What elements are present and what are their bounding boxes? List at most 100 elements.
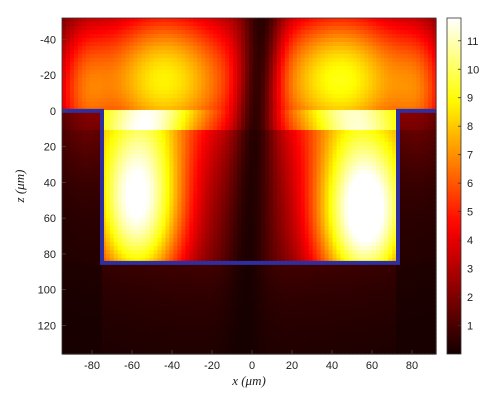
heatmap-cell [320,194,326,199]
heatmap-cell [428,222,433,227]
heatmap-cell [109,150,115,155]
heatmap-cell [157,106,163,111]
heatmap-cell [213,226,218,231]
heatmap-cell [360,18,365,23]
heatmap-cell [81,214,87,219]
heatmap-cell [332,34,338,39]
heatmap-cell [256,198,262,203]
heatmap-cell [197,102,202,107]
heatmap-cell [272,206,278,211]
heatmap-cell [149,218,155,223]
heatmap-cell [280,110,286,115]
heatmap-cell [292,62,298,67]
heatmap-cell [288,170,294,175]
heatmap-cell [89,138,95,143]
heatmap-cell [145,126,151,131]
heatmap-cell [213,66,218,71]
heatmap-cell [153,146,159,151]
heatmap-cell [368,66,373,71]
heatmap-cell [268,90,274,95]
heatmap-cell [396,98,401,103]
heatmap-cell [408,78,413,83]
heatmap-cell [237,26,242,31]
heatmap-cell [316,78,322,83]
heatmap-cell [62,50,67,55]
heatmap-cell [332,130,338,135]
heatmap-cell [308,50,314,55]
heatmap-cell [364,118,369,123]
heatmap-cell [85,122,91,127]
heatmap-cell [296,134,302,139]
heatmap-cell [121,194,127,199]
heatmap-cell [264,202,270,207]
heatmap-cell [205,34,210,39]
heatmap-cell [320,86,326,91]
heatmap-cell [312,182,318,187]
heatmap-cell [280,18,286,23]
heatmap-cell [292,222,298,227]
heatmap-cell [137,26,143,31]
heatmap-cell [117,90,123,95]
heatmap-cell [69,138,75,143]
heatmap-cell [344,118,350,123]
heatmap-cell [93,26,99,31]
heatmap-cell [276,118,282,123]
heatmap-cell [217,34,222,39]
heatmap-cell [121,198,127,203]
heatmap-cell [229,110,234,115]
heatmap-cell [388,170,393,175]
heatmap-cell [288,86,294,91]
heatmap-cell [181,214,186,219]
heatmap-cell [213,38,218,43]
heatmap-cell [284,118,290,123]
heatmap-cell [201,170,206,175]
heatmap-cell [177,170,182,175]
heatmap-cell [324,182,330,187]
heatmap-cell [340,202,346,207]
heatmap-cell [296,78,302,83]
heatmap-cell [288,30,294,35]
heatmap-cell [424,134,429,139]
heatmap-cell [169,106,175,111]
heatmap-cell [149,102,155,107]
heatmap-cell [388,54,393,59]
heatmap-cell [161,62,167,67]
heatmap-cell [388,154,393,159]
heatmap-cell [85,166,91,171]
heatmap-cell [308,82,314,87]
heatmap-cell [197,178,202,183]
heatmap-cell [225,214,230,219]
heatmap-cell [380,110,385,115]
heatmap-cell [304,114,310,119]
heatmap-cell [221,174,226,179]
heatmap-cell [348,130,354,135]
heatmap-cell [65,142,71,147]
heatmap-cell [260,62,266,67]
heatmap-cell [308,174,314,179]
heatmap-cell [360,150,365,155]
heatmap-cell [324,102,330,107]
heatmap-cell [400,34,405,39]
heatmap-cell [340,86,346,91]
heatmap-cell [284,198,290,203]
heatmap-cell [129,114,135,119]
heatmap-cell [105,174,111,179]
heatmap-cell [300,174,306,179]
heatmap-cell [213,42,218,47]
heatmap-cell [420,118,425,123]
heatmap-cell [420,134,425,139]
heatmap-cell [193,194,198,199]
heatmap-cell [109,194,115,199]
heatmap-cell [169,46,175,51]
heatmap-cell [392,102,397,107]
heatmap-cell [157,42,163,47]
heatmap-cell [81,166,87,171]
heatmap-cell [141,46,147,51]
heatmap-cell [388,94,393,99]
heatmap-cell [105,130,111,135]
heatmap-cell [384,18,389,23]
heatmap-cell [109,198,115,203]
heatmap-cell [300,118,306,123]
heatmap-cell [69,134,75,139]
heatmap-cell [149,90,155,95]
